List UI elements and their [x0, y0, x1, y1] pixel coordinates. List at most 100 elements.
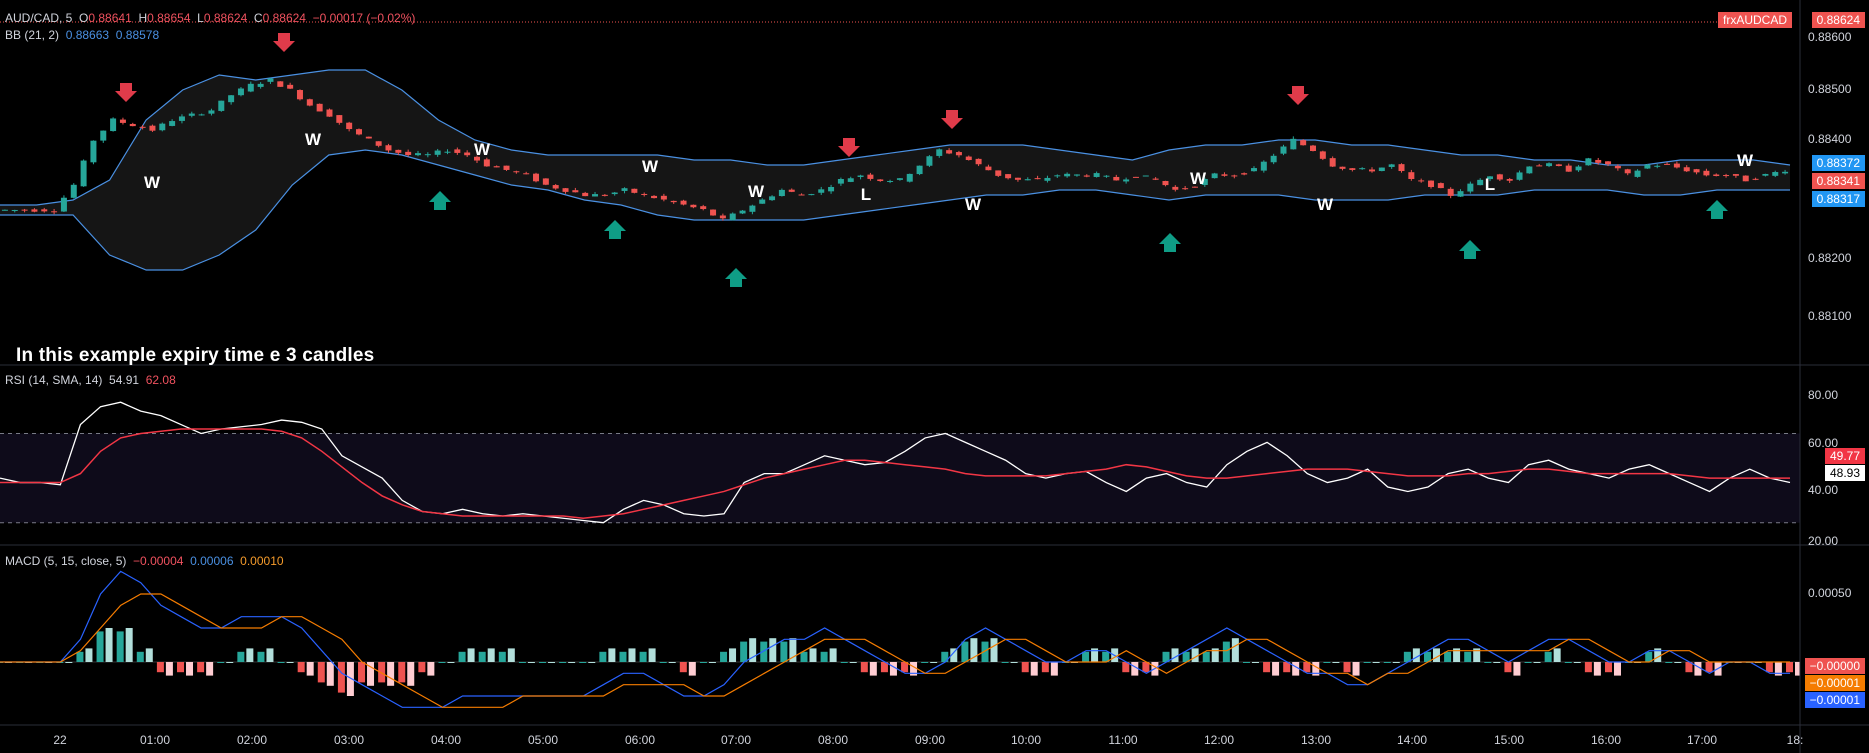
candle-body [346, 122, 353, 130]
macd-histogram-bar [800, 651, 808, 662]
candle-body [690, 204, 697, 208]
candle-body [139, 126, 146, 128]
candle-body [641, 193, 648, 195]
macd-histogram-bar [277, 662, 285, 663]
low-value: 0.88624 [203, 11, 248, 25]
bb-upper-band [0, 69, 1791, 206]
macd-histogram-bar [1272, 662, 1280, 676]
candle-body [1762, 173, 1769, 176]
macd-histogram-bar [407, 662, 415, 686]
time-axis-label: 22 [53, 733, 67, 747]
bb-upper-value: 0.88663 [65, 28, 110, 42]
win-marker: W [748, 182, 765, 201]
candle-body [1054, 175, 1061, 177]
sell-arrow-icon [838, 138, 860, 157]
loss-marker: L [1485, 175, 1495, 194]
candle-body [1309, 145, 1316, 151]
macd-histogram-bar [286, 662, 294, 663]
time-axis-label: 06:00 [625, 733, 655, 747]
candle-body [611, 192, 618, 195]
price-axis-label: 0.88100 [1808, 309, 1852, 323]
bb-lower-value: 0.88578 [115, 28, 160, 42]
macd-histogram-bar [809, 648, 817, 662]
time-axis-label: 16:00 [1591, 733, 1621, 747]
macd-histogram-bar [226, 662, 234, 663]
candle-body [887, 180, 894, 182]
macd-histogram-bar [1524, 662, 1532, 663]
macd-histogram-bar [1685, 662, 1693, 673]
candle-body [877, 179, 884, 182]
rsi-legend[interactable]: RSI (14, SMA, 14) 54.91 62.08 [5, 373, 176, 387]
candle-body [208, 110, 215, 114]
candle-body [896, 178, 903, 180]
macd-histogram-bar [358, 662, 366, 683]
macd-histogram-bar [729, 648, 737, 662]
macd-histogram-bar [1191, 648, 1199, 662]
candle-body [385, 145, 392, 151]
candle-body [90, 140, 97, 163]
macd-histogram-bar [1584, 662, 1592, 673]
macd-histogram-bar [760, 641, 768, 662]
bb-label: BB (21, 2) [5, 28, 60, 42]
macd-label: MACD (5, 15, close, 5) [5, 554, 127, 568]
candle-body [1162, 180, 1169, 186]
candle-body [837, 178, 844, 184]
candle-body [1654, 165, 1661, 167]
macd-histogram-bar [639, 651, 647, 662]
macd-histogram-bar [518, 662, 526, 663]
macd-histogram-bar [217, 662, 225, 663]
macd-histogram-bar [961, 641, 969, 662]
bb-legend[interactable]: BB (21, 2) 0.88663 0.88578 [5, 28, 159, 42]
macd-histogram-bar [1202, 651, 1210, 662]
macd-histogram-bar [1182, 651, 1190, 662]
candle-body [985, 166, 992, 171]
macd-histogram-bar [1171, 648, 1179, 662]
macd-histogram-bar [257, 651, 265, 662]
win-marker: W [1317, 195, 1334, 214]
macd-histogram-bar [1774, 662, 1782, 676]
candle-body [464, 152, 471, 156]
macd-histogram-bar [1323, 662, 1331, 663]
candle-body [1585, 158, 1592, 166]
candle-body [572, 190, 579, 193]
macd-legend[interactable]: MACD (5, 15, close, 5) −0.00004 0.00006 … [5, 554, 284, 568]
symbol-label: AUD/CAD, 5 [5, 11, 73, 25]
macd-histogram-bar [1432, 648, 1440, 662]
candle-body [926, 156, 933, 166]
candle-body [1231, 175, 1238, 177]
candle-body [316, 103, 323, 112]
macd-histogram-bar [326, 662, 334, 686]
buy-arrow-icon [1159, 233, 1181, 252]
macd-histogram-bar [1242, 662, 1250, 663]
macd-signal-tag: −0.00001 [1804, 675, 1865, 691]
macd-histogram-bar [378, 662, 386, 683]
win-marker: W [305, 130, 322, 149]
win-marker: W [965, 195, 982, 214]
macd-histogram-bar [588, 662, 596, 663]
macd-histogram-bar [1464, 651, 1472, 662]
macd-histogram-bar [1564, 662, 1572, 663]
candle-body [1555, 164, 1562, 167]
macd-histogram-bar [398, 662, 406, 683]
candle-body [1044, 177, 1051, 181]
rsi-band [0, 433, 1800, 523]
macd-histogram-bar [1453, 648, 1461, 662]
sell-arrow-icon [1287, 86, 1309, 105]
candle-body [562, 188, 569, 192]
candle-body [474, 156, 481, 161]
macd-histogram-bar [679, 662, 687, 673]
macd-histogram-bar [668, 662, 676, 663]
candle-body [1536, 165, 1543, 167]
candle-body [995, 170, 1002, 176]
candle-body [1191, 186, 1198, 188]
candle-body [1034, 178, 1041, 180]
macd-histogram-bar [498, 651, 506, 662]
time-axis-label: 01:00 [140, 733, 170, 747]
buy-arrow-icon [429, 191, 451, 210]
candle-body [1782, 171, 1789, 174]
candle-body [100, 130, 107, 141]
macd-histogram-bar [1251, 662, 1259, 663]
rsi-sma-tag: 49.77 [1824, 448, 1865, 464]
candle-body [1152, 178, 1159, 180]
